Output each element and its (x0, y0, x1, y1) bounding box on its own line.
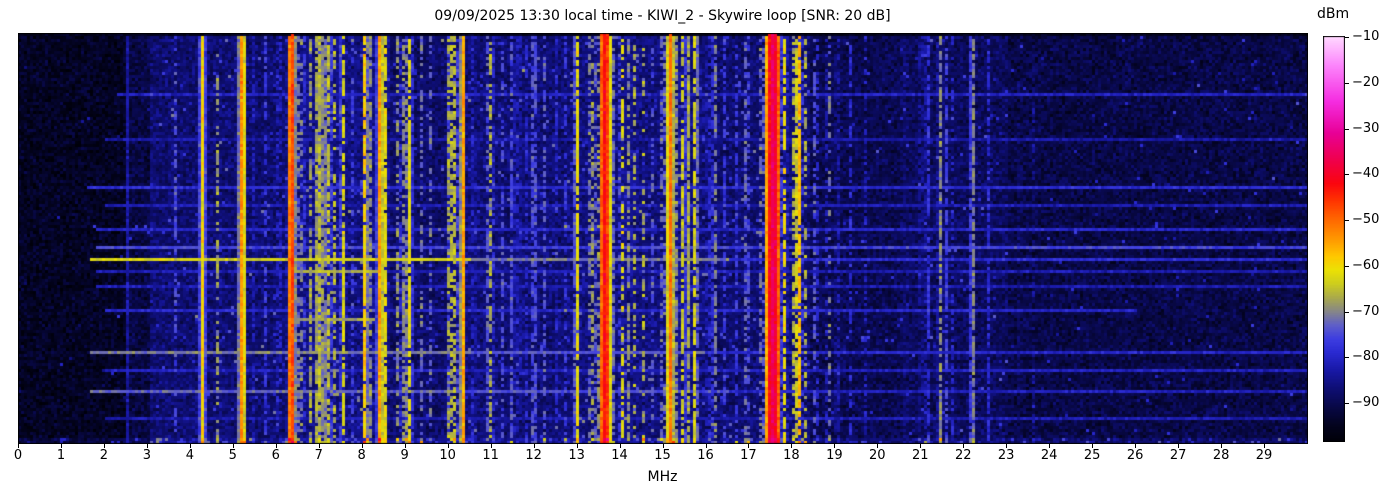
colorbar-canvas (1323, 36, 1345, 442)
x-tick (146, 444, 148, 448)
colorbar-tick-label: −70 (1352, 303, 1380, 319)
colorbar-tick (1345, 403, 1349, 405)
x-tick-label: 10 (439, 448, 456, 463)
x-tick (834, 444, 836, 448)
colorbar-tick-label: −30 (1352, 120, 1380, 136)
x-tick-label: 11 (482, 448, 499, 463)
colorbar-tick-label: −90 (1352, 395, 1380, 411)
x-tick (1049, 444, 1051, 448)
x-tick (189, 444, 191, 448)
x-tick (1092, 444, 1094, 448)
colorbar-tick-label: −50 (1352, 212, 1380, 227)
colorbar-tick (1345, 220, 1349, 221)
x-tick-label: 0 (13, 448, 23, 463)
x-tick (232, 444, 234, 448)
x-tick (1135, 444, 1137, 448)
x-tick-label: 3 (142, 448, 152, 463)
x-tick (533, 444, 535, 448)
x-tick (1264, 444, 1265, 448)
colorbar-tick-label: −60 (1352, 257, 1380, 273)
x-tick-label: 20 (869, 448, 886, 463)
x-tick-label: 16 (697, 448, 714, 463)
x-tick (748, 444, 750, 448)
colorbar-tick-label: −20 (1352, 74, 1380, 90)
x-tick (275, 444, 277, 448)
x-tick-label: 9 (400, 448, 409, 463)
x-tick (963, 444, 965, 448)
x-tick (920, 444, 922, 448)
x-tick-label: 22 (955, 448, 972, 463)
colorbar-tick (1345, 82, 1349, 84)
colorbar-tick (1345, 174, 1349, 176)
x-axis-label: MHz (647, 469, 678, 485)
x-tick (61, 444, 62, 448)
colorbar-tick-label: −40 (1352, 166, 1380, 182)
x-tick-label: 24 (1040, 448, 1058, 463)
x-tick (18, 444, 19, 448)
colorbar-tick (1345, 128, 1349, 130)
spectrogram-canvas (18, 33, 1308, 444)
colorbar-unit-label: dBm (1317, 6, 1350, 22)
x-tick-label: 13 (568, 448, 585, 463)
x-tick-label: 17 (740, 448, 757, 463)
colorbar-tick (1345, 265, 1349, 267)
x-tick-label: 29 (1255, 448, 1273, 463)
x-tick (490, 444, 492, 448)
x-tick-label: 18 (783, 448, 800, 463)
x-tick (619, 444, 621, 448)
x-tick-label: 26 (1126, 448, 1144, 463)
x-tick (1006, 444, 1008, 448)
x-tick (404, 444, 406, 448)
x-tick (662, 444, 664, 448)
x-tick-label: 25 (1083, 448, 1101, 463)
colorbar-tick-label: −10 (1352, 28, 1380, 44)
x-tick (576, 444, 578, 448)
colorbar-tick-label: −80 (1352, 349, 1380, 365)
x-tick-label: 21 (912, 448, 929, 463)
x-tick-label: 5 (228, 448, 237, 463)
x-tick (361, 444, 363, 448)
x-tick (1178, 444, 1180, 448)
colorbar-tick (1345, 311, 1349, 313)
x-tick (447, 444, 449, 448)
x-tick-label: 4 (185, 448, 195, 463)
x-tick-label: 15 (654, 448, 671, 463)
x-tick (1221, 444, 1223, 448)
x-tick-label: 23 (997, 448, 1015, 463)
x-tick-label: 7 (314, 448, 323, 463)
x-tick-label: 28 (1212, 448, 1230, 463)
x-tick (705, 444, 707, 448)
colorbar-tick (1345, 357, 1349, 359)
x-tick (791, 444, 793, 448)
x-tick-label: 12 (525, 448, 542, 463)
plot-title: 09/09/2025 13:30 local time - KIWI_2 - S… (434, 8, 891, 24)
x-tick-label: 8 (357, 448, 366, 463)
x-tick-label: 19 (826, 448, 843, 463)
x-tick-label: 2 (99, 448, 109, 463)
x-tick (318, 444, 320, 448)
x-tick-label: 27 (1169, 448, 1187, 463)
x-tick-label: 14 (611, 448, 628, 463)
x-tick (877, 444, 879, 448)
x-tick-label: 1 (56, 448, 66, 463)
colorbar-tick (1345, 36, 1349, 38)
x-tick (103, 444, 105, 448)
x-tick-label: 6 (271, 448, 280, 463)
